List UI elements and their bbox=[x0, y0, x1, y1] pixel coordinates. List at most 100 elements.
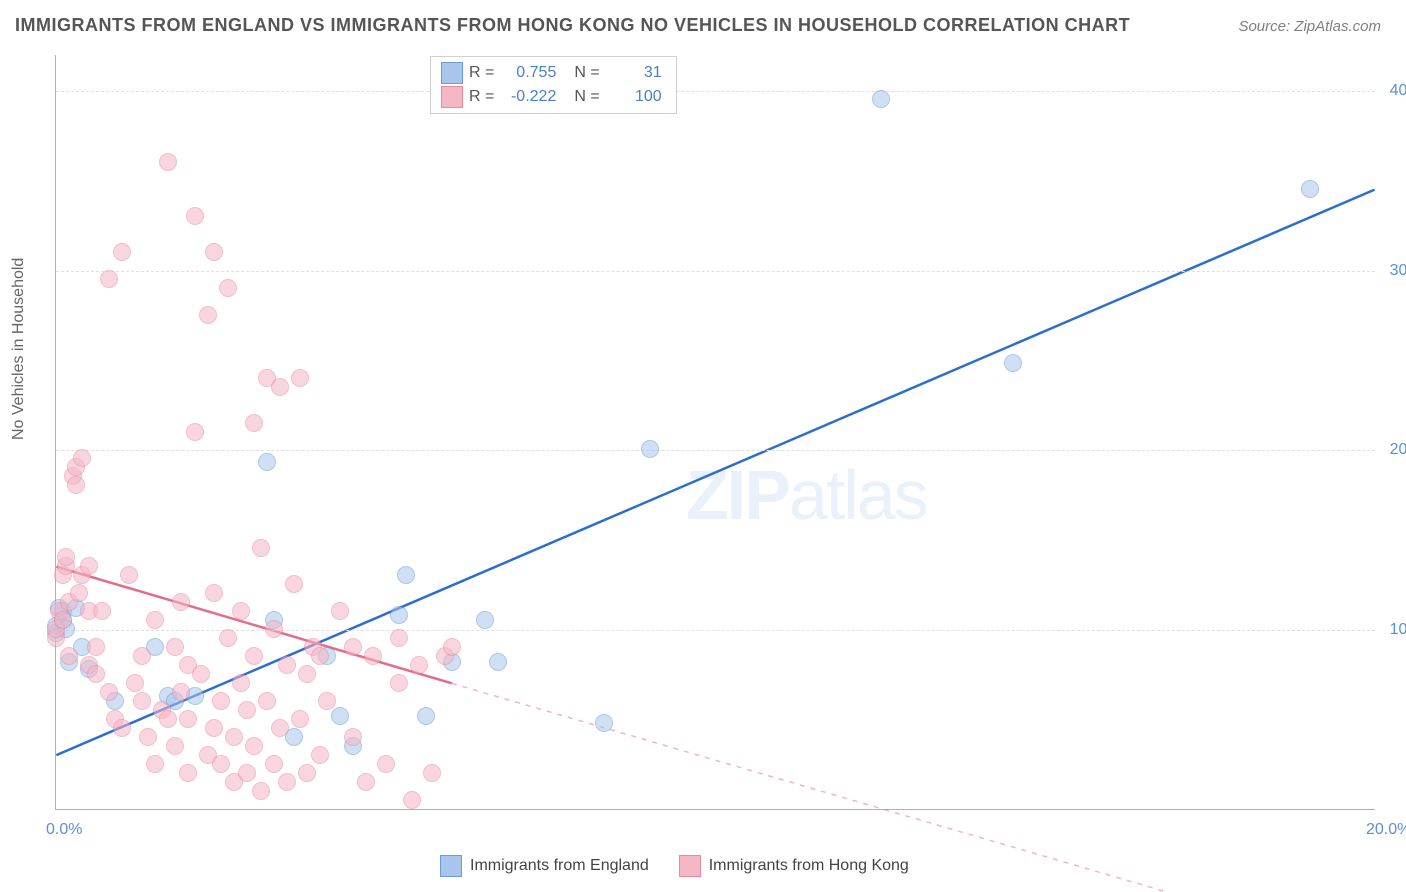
scatter-point bbox=[423, 764, 441, 782]
scatter-point bbox=[159, 153, 177, 171]
legend-series: Immigrants from England Immigrants from H… bbox=[440, 855, 909, 877]
legend-series-item: Immigrants from Hong Kong bbox=[679, 855, 909, 877]
scatter-point bbox=[291, 369, 309, 387]
trend-lines bbox=[56, 55, 1375, 809]
source-label: Source: ZipAtlas.com bbox=[1238, 18, 1381, 35]
scatter-point bbox=[172, 683, 190, 701]
scatter-point bbox=[60, 647, 78, 665]
gridline bbox=[56, 271, 1375, 272]
y-tick-label: 30.0% bbox=[1390, 262, 1406, 280]
scatter-point bbox=[278, 773, 296, 791]
scatter-point bbox=[238, 701, 256, 719]
scatter-point bbox=[57, 548, 75, 566]
scatter-point bbox=[271, 378, 289, 396]
scatter-point bbox=[403, 791, 421, 809]
legend-n-label: N = bbox=[574, 64, 599, 82]
legend-row: R = 0.755 N = 31 bbox=[441, 61, 666, 85]
scatter-point bbox=[364, 647, 382, 665]
scatter-point bbox=[70, 584, 88, 602]
y-tick-label: 20.0% bbox=[1390, 441, 1406, 459]
y-axis-label: No Vehicles in Household bbox=[10, 258, 28, 440]
scatter-point bbox=[186, 207, 204, 225]
scatter-point bbox=[331, 707, 349, 725]
scatter-point bbox=[265, 620, 283, 638]
scatter-point bbox=[252, 539, 270, 557]
scatter-point bbox=[1004, 354, 1022, 372]
scatter-point bbox=[73, 449, 91, 467]
scatter-point bbox=[113, 243, 131, 261]
scatter-point bbox=[410, 656, 428, 674]
scatter-point bbox=[199, 306, 217, 324]
scatter-point bbox=[166, 737, 184, 755]
scatter-point bbox=[205, 584, 223, 602]
scatter-point bbox=[54, 611, 72, 629]
y-tick-label: 10.0% bbox=[1390, 621, 1406, 639]
legend-n-value: 100 bbox=[606, 88, 666, 106]
scatter-point bbox=[417, 707, 435, 725]
legend-series-label: Immigrants from Hong Kong bbox=[709, 857, 909, 875]
scatter-point bbox=[179, 710, 197, 728]
scatter-point bbox=[219, 629, 237, 647]
scatter-point bbox=[139, 728, 157, 746]
scatter-point bbox=[87, 638, 105, 656]
scatter-point bbox=[146, 755, 164, 773]
scatter-point bbox=[265, 755, 283, 773]
scatter-point bbox=[344, 728, 362, 746]
scatter-point bbox=[205, 719, 223, 737]
scatter-point bbox=[252, 782, 270, 800]
legend-swatch bbox=[441, 62, 463, 84]
scatter-point bbox=[443, 638, 461, 656]
scatter-point bbox=[291, 710, 309, 728]
legend-swatch bbox=[440, 855, 462, 877]
scatter-point bbox=[159, 710, 177, 728]
scatter-point bbox=[232, 674, 250, 692]
gridline bbox=[56, 450, 1375, 451]
legend-series-label: Immigrants from England bbox=[470, 857, 649, 875]
scatter-point bbox=[133, 647, 151, 665]
scatter-point bbox=[100, 270, 118, 288]
scatter-point bbox=[212, 692, 230, 710]
scatter-point bbox=[476, 611, 494, 629]
scatter-point bbox=[232, 602, 250, 620]
scatter-point bbox=[192, 665, 210, 683]
legend-correlation: R =0.755N =31R =-0.222N =100 bbox=[430, 56, 677, 114]
legend-swatch bbox=[441, 86, 463, 108]
scatter-point bbox=[146, 611, 164, 629]
scatter-point bbox=[278, 656, 296, 674]
scatter-point bbox=[113, 719, 131, 737]
scatter-point bbox=[390, 629, 408, 647]
scatter-point bbox=[172, 593, 190, 611]
scatter-point bbox=[271, 719, 289, 737]
scatter-point bbox=[67, 476, 85, 494]
chart-title: IMMIGRANTS FROM ENGLAND VS IMMIGRANTS FR… bbox=[15, 15, 1130, 36]
scatter-point bbox=[258, 692, 276, 710]
scatter-point bbox=[212, 755, 230, 773]
scatter-point bbox=[179, 764, 197, 782]
scatter-point bbox=[318, 692, 336, 710]
scatter-point bbox=[186, 423, 204, 441]
scatter-point bbox=[390, 606, 408, 624]
scatter-point bbox=[641, 440, 659, 458]
scatter-point bbox=[595, 714, 613, 732]
scatter-point bbox=[285, 575, 303, 593]
scatter-point bbox=[489, 653, 507, 671]
legend-r-value: 0.755 bbox=[500, 64, 560, 82]
scatter-point bbox=[311, 647, 329, 665]
legend-series-item: Immigrants from England bbox=[440, 855, 649, 877]
trend-line bbox=[56, 567, 451, 684]
legend-swatch bbox=[679, 855, 701, 877]
scatter-point bbox=[311, 746, 329, 764]
legend-n-label: N = bbox=[574, 88, 599, 106]
scatter-point bbox=[133, 692, 151, 710]
scatter-point bbox=[87, 665, 105, 683]
legend-n-value: 31 bbox=[606, 64, 666, 82]
scatter-point bbox=[298, 764, 316, 782]
scatter-point bbox=[331, 602, 349, 620]
scatter-point bbox=[245, 414, 263, 432]
legend-r-label: R = bbox=[469, 64, 494, 82]
scatter-point bbox=[166, 638, 184, 656]
gridline bbox=[56, 91, 1375, 92]
scatter-point bbox=[120, 566, 138, 584]
plot-area: ZIPatlas 10.0%20.0%30.0%40.0%0.0%20.0% bbox=[55, 55, 1375, 810]
scatter-point bbox=[397, 566, 415, 584]
